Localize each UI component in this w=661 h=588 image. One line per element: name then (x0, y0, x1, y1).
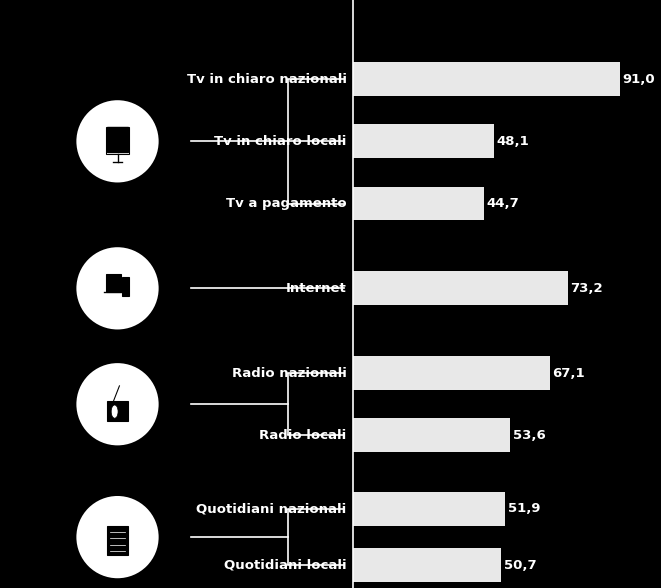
Bar (352, 356, 550, 390)
Text: Tv in chiaro nazionali: Tv in chiaro nazionali (186, 73, 346, 86)
Text: 51,9: 51,9 (508, 502, 541, 515)
Text: 50,7: 50,7 (504, 559, 537, 572)
Ellipse shape (77, 100, 159, 182)
Text: Tv a pagamento: Tv a pagamento (226, 197, 346, 210)
Bar (352, 62, 620, 96)
Text: Tv in chiaro locali: Tv in chiaro locali (214, 135, 346, 148)
Ellipse shape (77, 247, 159, 329)
Text: Internet: Internet (286, 282, 346, 295)
FancyBboxPatch shape (106, 273, 122, 292)
FancyBboxPatch shape (107, 400, 128, 421)
Text: 91,0: 91,0 (623, 73, 656, 86)
Ellipse shape (77, 363, 159, 445)
Text: 44,7: 44,7 (486, 197, 520, 210)
Bar (352, 419, 510, 452)
Text: 73,2: 73,2 (570, 282, 603, 295)
Ellipse shape (77, 496, 159, 578)
Circle shape (111, 405, 118, 418)
Text: 48,1: 48,1 (497, 135, 529, 148)
Text: Radio nazionali: Radio nazionali (232, 367, 346, 380)
Bar (352, 492, 505, 526)
FancyBboxPatch shape (122, 278, 129, 296)
Bar (352, 186, 484, 220)
Text: Quotidiani nazionali: Quotidiani nazionali (196, 502, 346, 515)
Bar (352, 125, 494, 158)
Bar (352, 272, 568, 305)
Bar (352, 549, 502, 582)
Text: 53,6: 53,6 (513, 429, 546, 442)
FancyBboxPatch shape (107, 126, 128, 152)
Text: Radio locali: Radio locali (259, 429, 346, 442)
FancyBboxPatch shape (107, 526, 128, 556)
Text: 67,1: 67,1 (553, 367, 585, 380)
Text: Quotidiani locali: Quotidiani locali (224, 559, 346, 572)
